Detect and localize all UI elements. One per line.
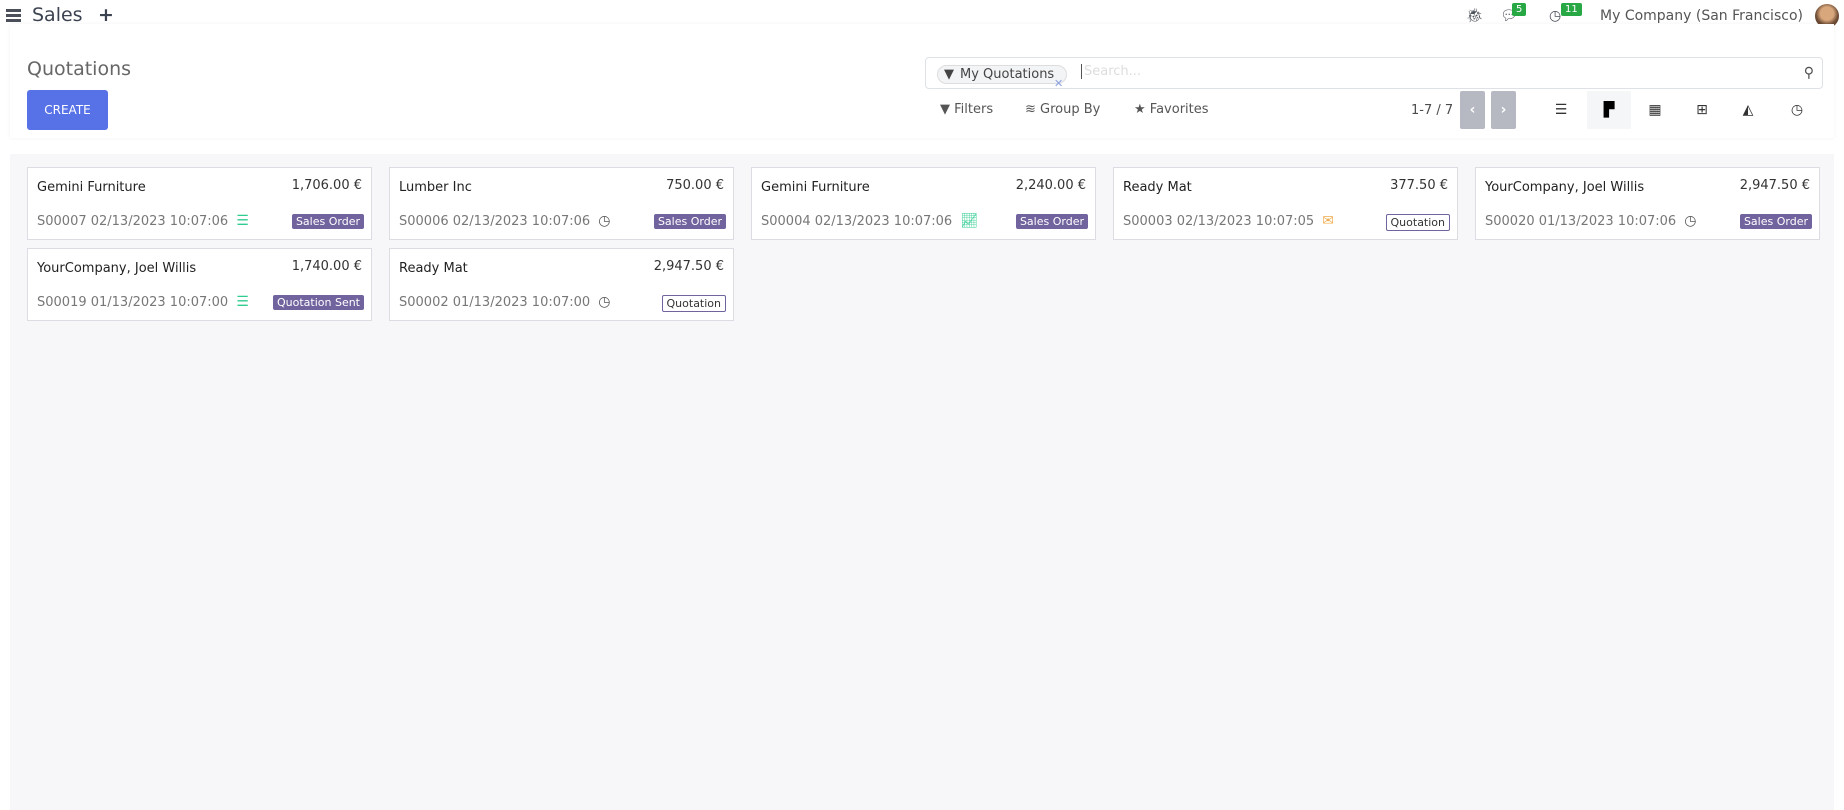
status-badge: Sales Order: [291, 214, 364, 229]
pager-previous-button[interactable]: ‹: [1460, 91, 1485, 129]
ref-date: S00020 01/13/2023 10:07:06: [1485, 213, 1677, 229]
clock-icon: ◷: [1790, 102, 1804, 118]
star-icon: ★: [1134, 102, 1146, 117]
kanban-icon: ▛: [1603, 102, 1615, 118]
kanban-card[interactable]: Gemini Furniture 1,706.00 € S00007 02/13…: [27, 167, 372, 240]
clock-icon: ◷: [1549, 8, 1562, 24]
customer-name: Gemini Furniture: [761, 180, 870, 195]
menu-icon[interactable]: [6, 9, 21, 22]
activity-view-button[interactable]: ◷: [1775, 91, 1819, 129]
kanban-view-button[interactable]: ▛: [1587, 91, 1631, 129]
customer-name: YourCompany, Joel Willis: [37, 261, 197, 276]
kanban-card[interactable]: Ready Mat 2,947.50 € S00002 01/13/2023 1…: [389, 248, 734, 321]
ref-date: S00003 02/13/2023 10:07:05: [1123, 213, 1315, 229]
activities-button[interactable]: ◷ 11: [1549, 3, 1582, 24]
order-reference: S00006 02/13/2023 10:07:06 ◷: [399, 213, 610, 229]
calendar-view-button[interactable]: ▦: [1633, 91, 1677, 129]
order-reference: S00007 02/13/2023 10:07:06 ☰: [37, 213, 249, 229]
plus-icon[interactable]: +: [98, 4, 114, 26]
page-title: Quotations: [27, 58, 132, 80]
amount: 2,947.50 €: [653, 259, 724, 274]
status-badge: Quotation Sent: [272, 295, 364, 310]
app-title[interactable]: Sales: [32, 4, 83, 26]
status-badge: Quotation: [1385, 214, 1450, 231]
order-reference: S00019 01/13/2023 10:07:00 ☰: [37, 294, 249, 310]
ref-date: S00007 02/13/2023 10:07:06: [37, 213, 229, 229]
remove-facet-icon[interactable]: ✕: [1054, 77, 1064, 90]
chart-line-icon[interactable]: 📈︎: [960, 213, 978, 229]
layers-icon: ≋: [1025, 102, 1036, 117]
status-badge: Sales Order: [653, 214, 726, 229]
status-badge: Quotation: [661, 295, 726, 312]
company-switcher[interactable]: My Company (San Francisco): [1600, 8, 1803, 24]
kanban-card[interactable]: Ready Mat 377.50 € S00003 02/13/2023 10:…: [1113, 167, 1458, 240]
search-bar: ▼ My Quotations ✕ ⚲: [925, 57, 1823, 90]
group-by-button[interactable]: ≋ Group By: [1025, 102, 1101, 117]
order-reference: S00004 02/13/2023 10:07:06 📈︎: [761, 213, 978, 229]
customer-name: Ready Mat: [399, 261, 468, 276]
task-icon[interactable]: ☰: [236, 213, 249, 229]
ref-date: S00006 02/13/2023 10:07:06: [399, 213, 591, 229]
pager-value[interactable]: 1-7 / 7: [1411, 103, 1454, 118]
favorites-button[interactable]: ★ Favorites: [1134, 102, 1209, 117]
status-badge: Sales Order: [1015, 214, 1088, 229]
status-badge: Sales Order: [1739, 214, 1812, 229]
ref-date: S00004 02/13/2023 10:07:06: [761, 213, 953, 229]
customer-name: Ready Mat: [1123, 180, 1192, 195]
task-icon[interactable]: ☰: [236, 294, 249, 310]
customer-name: Lumber Inc: [399, 180, 472, 195]
clock-icon[interactable]: ◷: [598, 294, 611, 310]
order-reference: S00020 01/13/2023 10:07:06 ◷: [1485, 213, 1696, 229]
amount: 377.50 €: [1390, 178, 1448, 193]
amount: 750.00 €: [666, 178, 724, 193]
amount: 1,740.00 €: [291, 259, 362, 274]
control-panel: [10, 24, 1834, 138]
facet-my-quotations: ▼ My Quotations: [937, 65, 1068, 84]
order-reference: S00003 02/13/2023 10:07:05 ✉: [1123, 213, 1334, 229]
top-navbar: Sales + 🐞︎ 💬︎ 5 ◷ 11 My Company (San Franc…: [0, 0, 1844, 35]
amount: 1,706.00 €: [291, 178, 362, 193]
search-icon[interactable]: ⚲: [1803, 65, 1814, 81]
facet-label: My Quotations: [960, 67, 1055, 82]
amount: 2,947.50 €: [1739, 178, 1810, 193]
calendar-icon: ▦: [1648, 102, 1662, 118]
kanban-card[interactable]: YourCompany, Joel Willis 1,740.00 € S000…: [27, 248, 372, 321]
bug-icon[interactable]: 🐞︎: [1466, 8, 1484, 24]
filters-button[interactable]: ▼ Filters: [940, 102, 994, 117]
messages-badge: 5: [1512, 3, 1527, 16]
table-icon: ⊞: [1696, 102, 1708, 118]
list-view-button[interactable]: ☰: [1539, 91, 1583, 129]
area-chart-icon: ◭: [1742, 102, 1754, 118]
amount: 2,240.00 €: [1015, 178, 1086, 193]
messages-button[interactable]: 💬︎ 5: [1500, 3, 1527, 24]
clock-icon[interactable]: ◷: [598, 213, 611, 229]
ref-date: S00019 01/13/2023 10:07:00: [37, 294, 229, 310]
ref-date: S00002 01/13/2023 10:07:00: [399, 294, 591, 310]
kanban-card[interactable]: Lumber Inc 750.00 € S00006 02/13/2023 10…: [389, 167, 734, 240]
customer-name: YourCompany, Joel Willis: [1485, 180, 1645, 195]
create-button[interactable]: CREATE: [27, 90, 108, 130]
list-icon: ☰: [1554, 102, 1568, 118]
search-input[interactable]: [1081, 64, 1761, 79]
order-reference: S00002 01/13/2023 10:07:00 ◷: [399, 294, 610, 310]
pivot-view-button[interactable]: ⊞: [1680, 91, 1724, 129]
kanban-card[interactable]: YourCompany, Joel Willis 2,947.50 € S000…: [1475, 167, 1820, 240]
customer-name: Gemini Furniture: [37, 180, 146, 195]
pager-next-button[interactable]: ›: [1491, 91, 1516, 129]
filter-icon: ▼: [944, 67, 954, 82]
graph-view-button[interactable]: ◭: [1726, 91, 1770, 129]
activities-badge: 11: [1561, 3, 1582, 16]
clock-icon[interactable]: ◷: [1684, 213, 1697, 229]
filter-icon: ▼: [940, 102, 950, 117]
kanban-card[interactable]: Gemini Furniture 2,240.00 € S00004 02/13…: [751, 167, 1096, 240]
envelope-icon[interactable]: ✉: [1322, 213, 1334, 229]
